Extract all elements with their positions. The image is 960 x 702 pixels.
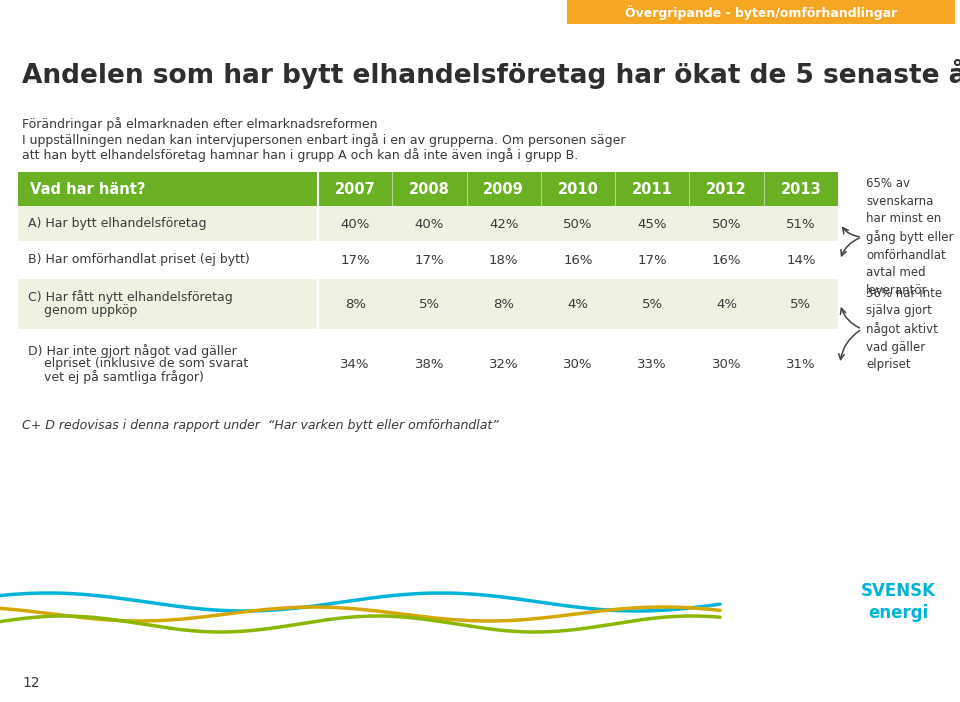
Text: 2012: 2012	[707, 182, 747, 197]
Text: 5%: 5%	[790, 298, 811, 310]
Text: Övergripande - byten/omförhandlingar: Övergripande - byten/omförhandlingar	[625, 4, 898, 20]
Text: Vad har hänt?: Vad har hänt?	[30, 182, 146, 197]
Text: 2010: 2010	[558, 182, 598, 197]
Text: 34%: 34%	[341, 357, 370, 371]
Text: genom uppköp: genom uppköp	[28, 304, 137, 317]
Bar	[18, 206, 838, 242]
Text: 40%: 40%	[415, 218, 444, 230]
Text: SVENSK
energi: SVENSK energi	[860, 582, 935, 622]
Text: 38%: 38%	[415, 357, 444, 371]
Text: 17%: 17%	[341, 253, 370, 267]
Text: 8%: 8%	[493, 298, 515, 310]
Bar	[18, 330, 838, 398]
Bar	[567, 0, 955, 24]
Text: 33%: 33%	[637, 357, 667, 371]
Text: 17%: 17%	[637, 253, 667, 267]
Text: C+ D redovisas i denna rapport under  “Har varken bytt eller omförhandlat”: C+ D redovisas i denna rapport under “Ha…	[22, 420, 499, 432]
Text: 2008: 2008	[409, 182, 450, 197]
Text: 17%: 17%	[415, 253, 444, 267]
Bar	[18, 278, 838, 330]
Text: 50%: 50%	[711, 218, 741, 230]
Text: 18%: 18%	[489, 253, 518, 267]
Text: 4%: 4%	[716, 298, 737, 310]
Text: 8%: 8%	[345, 298, 366, 310]
Text: elpriset (inklusive de som svarat: elpriset (inklusive de som svarat	[28, 357, 249, 371]
Text: 30%: 30%	[711, 357, 741, 371]
Bar	[18, 172, 838, 206]
Text: Andelen som har bytt elhandelsföretag har ökat de 5 senaste åren: Andelen som har bytt elhandelsföretag ha…	[22, 59, 960, 89]
Text: 36% har inte
själva gjort
något aktivt
vad gäller
elpriset: 36% har inte själva gjort något aktivt v…	[866, 287, 942, 371]
Text: Förändringar på elmarknaden efter elmarknadsreformen: Förändringar på elmarknaden efter elmark…	[22, 117, 377, 131]
Text: 16%: 16%	[564, 253, 592, 267]
Text: 2013: 2013	[780, 182, 821, 197]
Text: 32%: 32%	[489, 357, 518, 371]
Text: 5%: 5%	[419, 298, 440, 310]
Text: 2011: 2011	[632, 182, 673, 197]
Text: 2009: 2009	[483, 182, 524, 197]
Text: 14%: 14%	[786, 253, 816, 267]
Text: 5%: 5%	[641, 298, 662, 310]
Text: 2007: 2007	[335, 182, 375, 197]
Text: 30%: 30%	[564, 357, 592, 371]
Text: 65% av
svenskarna
har minst en
gång bytt eller
omförhandlat
avtal med
leverantör: 65% av svenskarna har minst en gång bytt…	[866, 178, 953, 297]
Text: 31%: 31%	[786, 357, 816, 371]
Text: vet ej på samtliga frågor): vet ej på samtliga frågor)	[28, 370, 204, 384]
Text: 50%: 50%	[564, 218, 592, 230]
Text: 4%: 4%	[567, 298, 588, 310]
Text: C) Har fått nytt elhandelsföretag: C) Har fått nytt elhandelsföretag	[28, 291, 232, 305]
Text: 45%: 45%	[637, 218, 667, 230]
Text: 16%: 16%	[711, 253, 741, 267]
Text: att han bytt elhandelsföretag hamnar han i grupp A och kan då inte även ingå i g: att han bytt elhandelsföretag hamnar han…	[22, 148, 578, 162]
Text: D) Har inte gjort något vad gäller: D) Har inte gjort något vad gäller	[28, 344, 237, 358]
Text: 40%: 40%	[341, 218, 370, 230]
Text: 42%: 42%	[489, 218, 518, 230]
Bar	[18, 242, 838, 278]
Text: I uppställningen nedan kan intervjupersonen enbart ingå i en av grupperna. Om pe: I uppställningen nedan kan intervjuperso…	[22, 133, 626, 147]
Text: A) Har bytt elhandelsföretag: A) Har bytt elhandelsföretag	[28, 218, 206, 230]
Text: 51%: 51%	[786, 218, 816, 230]
Text: 12: 12	[22, 676, 39, 690]
Text: B) Har omförhandlat priset (ej bytt): B) Har omförhandlat priset (ej bytt)	[28, 253, 250, 267]
